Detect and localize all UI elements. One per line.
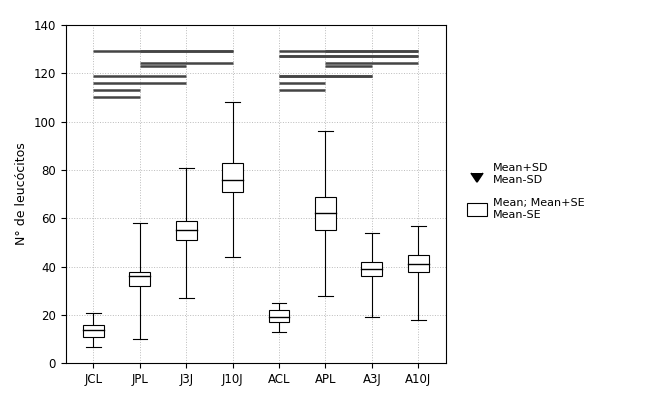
Bar — [176, 221, 197, 240]
Y-axis label: N° de leucócitos: N° de leucócitos — [15, 143, 28, 245]
Bar — [361, 262, 382, 276]
Bar — [83, 325, 104, 337]
Bar — [129, 271, 150, 286]
Bar — [315, 197, 336, 230]
Bar — [408, 254, 428, 271]
Bar — [268, 310, 289, 322]
Bar — [222, 163, 243, 192]
Legend: Mean+SD
Mean-SD, Mean; Mean+SE
Mean-SE: Mean+SD Mean-SD, Mean; Mean+SE Mean-SE — [463, 159, 589, 224]
